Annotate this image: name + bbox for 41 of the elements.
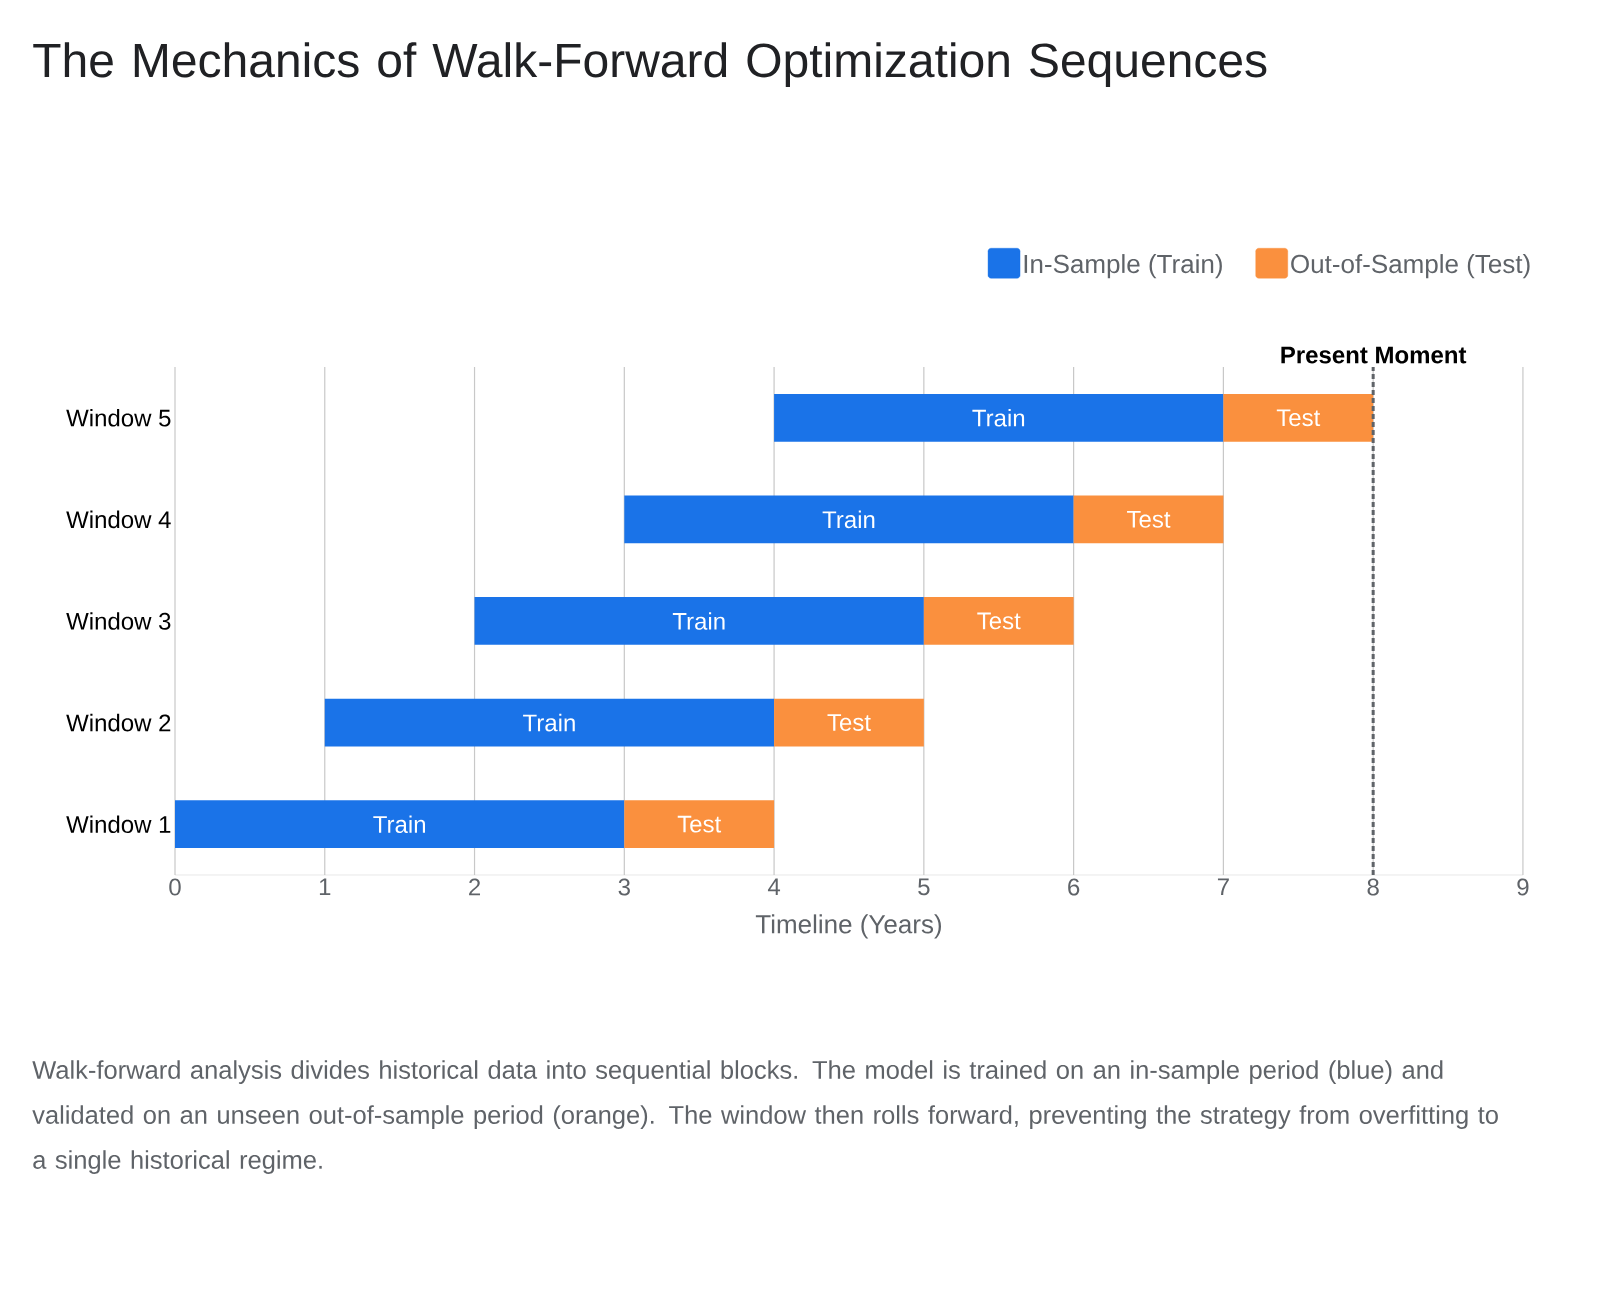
x-tick-label: 7	[1217, 878, 1229, 896]
bar	[1223, 393, 1374, 442]
y-tick-label: Window 3	[66, 612, 171, 630]
bar	[774, 393, 1224, 442]
data-label: Train	[523, 713, 575, 732]
chart-title: The Mechanics of Walk-Forward Optimization Sequences	[33, 42, 1267, 87]
bar	[474, 597, 924, 645]
y-tick-label: Window 4	[66, 510, 171, 529]
bar	[324, 698, 775, 747]
x-tick-label: 5	[918, 878, 930, 896]
data-label: Test	[677, 815, 722, 833]
x-tick-label: 3	[618, 878, 630, 896]
legend-label: Out-of-Sample (Test)	[1291, 254, 1530, 279]
legend-label: In-Sample (Train)	[1024, 254, 1222, 279]
bar	[624, 800, 775, 849]
x-axis-title: Timeline (Years)	[755, 914, 941, 939]
data-label: Train	[822, 510, 875, 529]
bar	[175, 800, 625, 849]
x-tick-label: 0	[169, 878, 181, 896]
data-label: Train	[373, 815, 425, 834]
y-tick-label: Window 2	[66, 713, 171, 732]
x-tick-label: 4	[767, 878, 781, 896]
x-tick-label: 1	[319, 878, 331, 896]
bar	[624, 495, 1074, 544]
y-tick-label: Window 1	[66, 815, 171, 834]
data-label: Test	[977, 612, 1021, 630]
bar	[1073, 495, 1224, 544]
bar	[923, 597, 1074, 645]
y-tick-label: Window 5	[66, 408, 171, 427]
ref-line-label: Present Moment	[1281, 346, 1467, 364]
bar	[774, 698, 924, 747]
data-label: Test	[827, 714, 871, 731]
data-label: Train	[972, 408, 1025, 427]
data-label: Test	[1127, 511, 1171, 528]
text: Walk-forward analysis divides historical data into sequential blocks. The model is trained on an in-sample period (blue) and validated on an unseen out-of-sample period (orange). The window then rolls forward, preventing the strategy from overfitting to a single historical regime.	[32, 1060, 1498, 1174]
data-label: Train	[672, 612, 725, 630]
x-tick-label: 9	[1517, 878, 1529, 896]
x-tick-label: 8	[1367, 878, 1379, 896]
x-tick-label: 2	[469, 878, 481, 896]
data-label: Test	[1276, 409, 1321, 427]
x-tick-label: 6	[1068, 878, 1080, 896]
